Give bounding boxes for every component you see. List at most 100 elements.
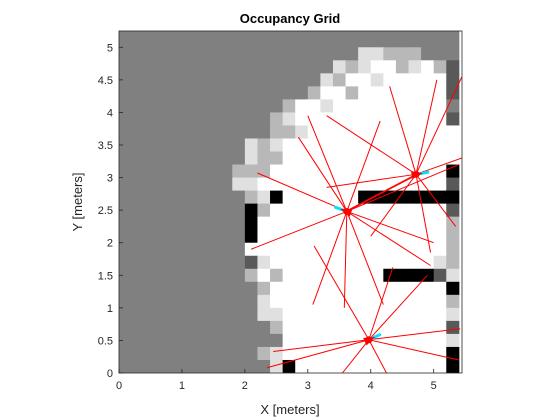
y-tick-label: 2 — [107, 238, 113, 250]
grid-cell — [320, 86, 334, 100]
grid-cell — [219, 190, 233, 205]
lidar-ray — [415, 79, 438, 175]
grid-cell — [307, 138, 321, 153]
grid-cell — [119, 31, 133, 35]
grid-cell — [358, 34, 372, 48]
grid-cell — [433, 138, 447, 153]
grid-cell — [307, 177, 321, 192]
grid-cell — [421, 242, 435, 257]
grid-cell — [194, 359, 208, 373]
grid-cell — [156, 359, 170, 373]
grid-cell — [232, 320, 246, 335]
grid-cell — [144, 229, 158, 244]
grid-cell — [295, 47, 309, 61]
lidar-ray — [346, 211, 384, 305]
grid-cell — [244, 294, 258, 309]
grid-cell — [169, 164, 183, 179]
grid-cell — [282, 164, 296, 179]
grid-cell — [295, 112, 309, 126]
grid-cell — [332, 99, 347, 113]
grid-cell — [244, 164, 258, 179]
grid-cell — [219, 34, 233, 48]
robot-poses — [334, 170, 430, 346]
grid-cell — [395, 151, 410, 166]
grid-cell — [421, 190, 435, 205]
grid-cell — [257, 138, 271, 153]
lidar-ray — [273, 339, 369, 352]
grid-cell — [320, 190, 334, 205]
grid-cell — [383, 307, 397, 322]
grid-cell — [131, 320, 145, 335]
grid-cell — [169, 125, 183, 139]
grid-cell — [207, 73, 221, 87]
grid-cell — [295, 177, 309, 192]
grid-cell — [257, 268, 271, 283]
grid-cell — [307, 333, 321, 348]
grid-cell — [156, 34, 170, 48]
grid-cell — [219, 203, 233, 218]
grid-cell — [194, 255, 208, 270]
grid-cell — [119, 333, 133, 348]
grid-cell — [194, 164, 208, 179]
grid-cell — [244, 34, 258, 48]
grid-cell — [395, 125, 410, 139]
robot-body — [363, 336, 376, 346]
grid-cell — [119, 99, 133, 113]
grid-cell — [370, 203, 384, 218]
grid-cell — [156, 112, 170, 126]
grid-cell — [131, 203, 145, 218]
grid-cell — [131, 138, 145, 153]
grid-cell — [119, 60, 133, 74]
grid-cell — [207, 164, 221, 179]
grid-cell — [144, 216, 158, 231]
grid-cell — [219, 73, 233, 87]
grid-cell — [156, 138, 170, 153]
x-tick-label: 5 — [431, 380, 437, 392]
grid-cell — [433, 229, 447, 244]
grid-cell — [433, 346, 447, 361]
grid-cell — [169, 86, 183, 100]
x-tick-label: 1 — [179, 380, 185, 392]
grid-cell — [446, 112, 460, 126]
grid-cell — [282, 307, 296, 322]
grid-cell — [295, 333, 309, 348]
grid-cell — [169, 268, 183, 283]
lidar-ray — [389, 86, 417, 175]
grid-cell — [358, 177, 372, 192]
grid-cell — [358, 138, 372, 153]
grid-cell — [169, 333, 183, 348]
grid-cell — [131, 333, 145, 348]
grid-cell — [358, 229, 372, 244]
grid-cell — [295, 31, 309, 35]
grid-cell — [207, 99, 221, 113]
grid-cell — [156, 73, 170, 87]
grid-cell — [295, 60, 309, 74]
grid-cell — [332, 86, 347, 100]
grid-cell — [270, 229, 284, 244]
grid-cell — [169, 112, 183, 126]
grid-cell — [345, 86, 359, 100]
grid-cell — [282, 255, 296, 270]
grid-cell — [169, 177, 183, 192]
grid-cell — [144, 177, 158, 192]
grid-cell — [345, 151, 359, 166]
grid-cell — [144, 281, 158, 296]
grid-cell — [345, 31, 359, 35]
grid-cell — [320, 138, 334, 153]
grid-cell — [320, 346, 334, 361]
grid-cell — [270, 216, 284, 231]
grid-cell — [119, 203, 133, 218]
grid-cell — [370, 34, 384, 48]
grid-cell — [219, 294, 233, 309]
grid-cell — [232, 138, 246, 153]
grid-cell — [156, 164, 170, 179]
grid-cell — [169, 73, 183, 87]
grid-cell — [433, 31, 447, 35]
grid-cell — [332, 346, 347, 361]
lidar-ray — [346, 211, 431, 266]
grid-cell — [395, 112, 410, 126]
grid-cell — [320, 125, 334, 139]
x-axis-label: X [meters] — [260, 402, 319, 417]
grid-cell — [332, 242, 347, 257]
grid-cell — [194, 47, 208, 61]
